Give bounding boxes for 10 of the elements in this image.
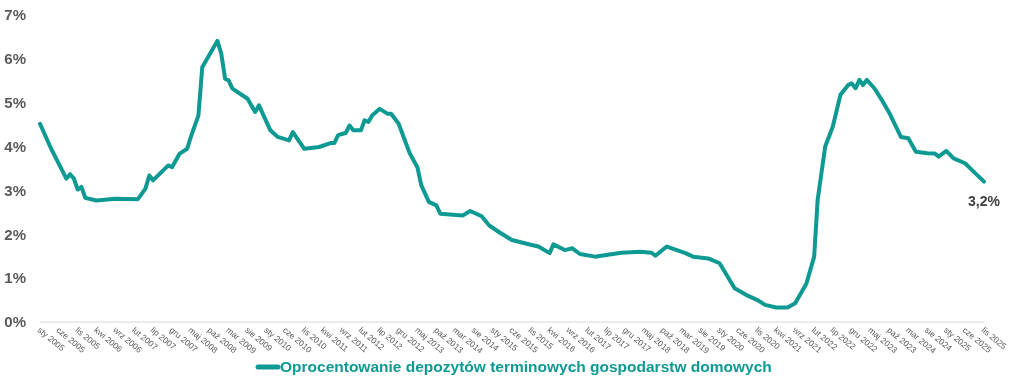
y-tick-label: 3% bbox=[4, 181, 26, 199]
y-tick-label: 7% bbox=[4, 6, 26, 24]
y-tick-label: 2% bbox=[4, 225, 26, 243]
y-tick-label: 0% bbox=[4, 313, 26, 331]
annotation: 3,2% bbox=[968, 192, 1001, 209]
y-tick-label: 5% bbox=[4, 93, 26, 111]
y-tick-label: 1% bbox=[4, 269, 26, 287]
y-tick-label: 4% bbox=[4, 137, 26, 155]
y-tick-label: 6% bbox=[4, 50, 26, 68]
legend-label: Oprocentowanie depozytów terminowych gospodarstw domowych bbox=[280, 358, 772, 375]
